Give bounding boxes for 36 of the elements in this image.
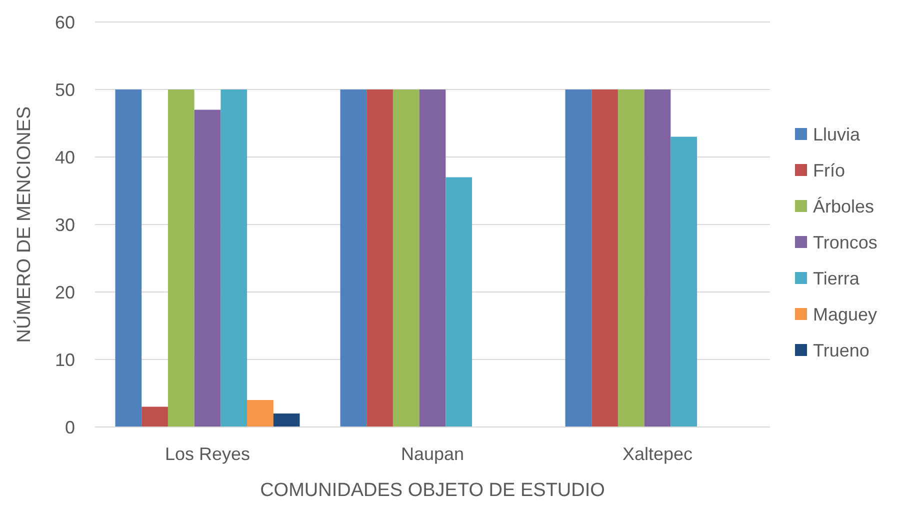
bar	[446, 177, 472, 427]
x-axis-title: COMUNIDADES OBJETO DE ESTUDIO	[260, 480, 605, 501]
bar	[644, 90, 671, 427]
bar	[392, 90, 420, 427]
y-tick-label: 20	[54, 282, 75, 302]
legend-label: Árboles	[813, 196, 874, 216]
bar	[115, 90, 142, 427]
legend-label: Maguey	[813, 304, 878, 324]
x-tick-label: Naupan	[400, 444, 464, 464]
bar	[273, 414, 300, 427]
legend-label: Frío	[813, 160, 846, 180]
legend-label: Trueno	[813, 340, 870, 360]
bar	[565, 90, 592, 427]
x-tick-label: Xaltepec	[622, 444, 693, 464]
y-tick-label: 0	[64, 417, 75, 438]
legend-label: Lluvia	[813, 124, 862, 144]
legend-label: Tierra	[813, 268, 860, 288]
x-tick-label: Los Reyes	[164, 444, 250, 464]
y-tick-label: 60	[54, 12, 75, 32]
bar	[168, 90, 194, 427]
bar	[419, 90, 446, 427]
bar	[142, 406, 168, 427]
bar	[366, 90, 393, 427]
legend-label: Troncos	[813, 232, 878, 252]
bar	[618, 90, 644, 427]
y-axis-title: NÚMERO DE MENCIONES	[13, 106, 35, 343]
y-tick-label: 50	[54, 80, 75, 100]
bar	[247, 400, 274, 427]
bar	[670, 136, 698, 427]
bar	[592, 90, 618, 427]
y-tick-label: 10	[54, 350, 75, 370]
bar	[220, 90, 248, 427]
y-tick-label: 40	[54, 147, 75, 168]
bar	[194, 110, 221, 427]
y-tick-label: 30	[54, 214, 75, 235]
bar	[340, 90, 367, 427]
